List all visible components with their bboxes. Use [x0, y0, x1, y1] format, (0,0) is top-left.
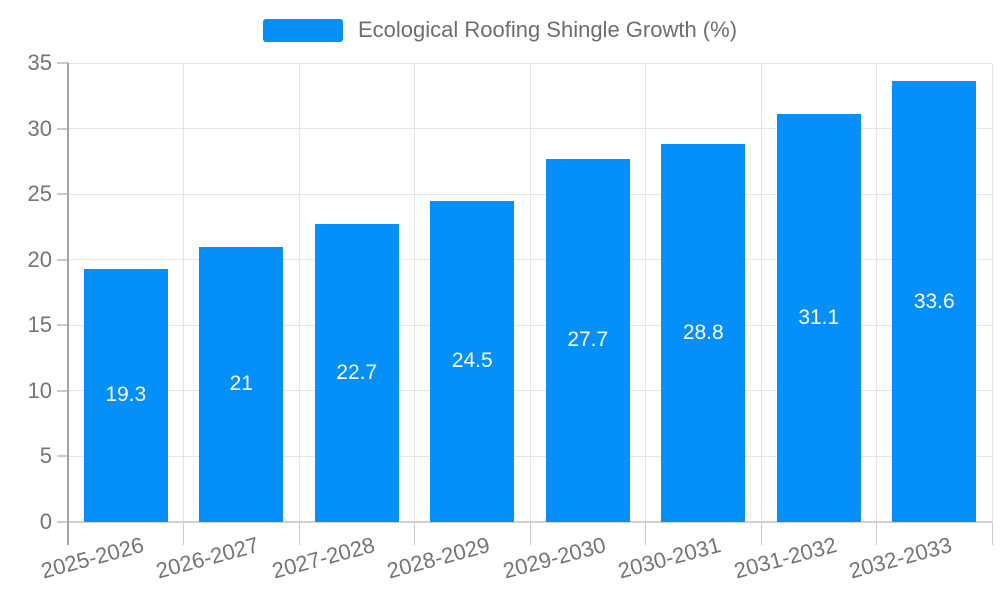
x-axis-tick-label: 2025-2026	[37, 532, 146, 584]
x-axis-line	[68, 521, 992, 523]
y-axis-line	[67, 63, 69, 545]
y-axis-tick-label: 5	[39, 443, 52, 469]
legend-label: Ecological Roofing Shingle Growth (%)	[357, 17, 738, 42]
gridline-vertical	[529, 63, 531, 522]
bar-value-label: 33.6	[913, 289, 955, 313]
x-axis-tick-label: 2030-2031	[615, 532, 724, 584]
gridline-vertical	[298, 63, 300, 522]
y-axis-tick	[57, 455, 68, 458]
bar[interactable]	[545, 158, 630, 522]
bar-value-label: 31.1	[798, 306, 840, 330]
x-axis-tick-label: 2027-2028	[268, 532, 377, 584]
bar[interactable]	[892, 81, 977, 522]
x-axis-tick-label: 2029-2030	[499, 532, 608, 584]
bar-value-label: 27.7	[567, 328, 609, 352]
y-axis-tick	[57, 324, 68, 327]
y-axis-tick	[57, 193, 68, 196]
bar-value-label: 28.8	[682, 321, 724, 345]
x-axis-tick	[645, 522, 646, 545]
y-axis-tick-label: 25	[27, 181, 52, 207]
y-axis-tick	[57, 521, 68, 523]
bar[interactable]	[661, 144, 746, 522]
bar-value-label: 21	[229, 372, 253, 396]
y-axis-tick	[57, 389, 68, 392]
gridline-vertical	[991, 63, 993, 522]
x-axis-tick	[876, 522, 877, 545]
bar[interactable]	[314, 224, 399, 522]
gridline-vertical	[876, 63, 877, 522]
x-axis-tick	[991, 522, 993, 545]
gridline-vertical	[183, 63, 184, 522]
legend-swatch	[262, 18, 343, 42]
y-axis-tick	[57, 127, 68, 130]
x-axis-tick-label: 2026-2027	[153, 532, 262, 584]
y-axis-tick-label: 15	[27, 312, 52, 338]
y-axis-tick-label: 0	[39, 509, 52, 534]
y-axis-tick	[57, 62, 68, 64]
x-axis-tick	[183, 522, 184, 545]
bar-value-label: 19.3	[105, 383, 147, 407]
x-axis-tick-label: 2031-2032	[730, 532, 839, 584]
x-axis-tick	[414, 522, 415, 545]
x-axis-tick	[529, 522, 531, 545]
gridline-vertical	[760, 63, 762, 522]
gridline-vertical	[645, 63, 646, 522]
bar[interactable]	[776, 114, 861, 522]
y-axis-tick-label: 30	[27, 115, 52, 141]
y-axis-tick	[57, 258, 68, 261]
legend-item[interactable]: Ecological Roofing Shingle Growth (%)	[0, 17, 1000, 43]
y-axis-tick-label: 35	[27, 50, 52, 75]
x-axis-tick	[298, 522, 300, 545]
x-axis-tick	[760, 522, 762, 545]
bar-value-label: 24.5	[451, 349, 493, 373]
bar[interactable]	[430, 200, 515, 522]
gridline-vertical	[414, 63, 415, 522]
bar[interactable]	[83, 268, 168, 522]
y-axis-tick-label: 10	[27, 377, 52, 403]
y-axis-tick-label: 20	[27, 246, 52, 272]
bar-value-label: 22.7	[336, 361, 378, 385]
bar[interactable]	[199, 246, 284, 522]
x-axis-tick-label: 2032-2033	[846, 532, 955, 584]
x-axis-tick-label: 2028-2029	[384, 532, 493, 584]
